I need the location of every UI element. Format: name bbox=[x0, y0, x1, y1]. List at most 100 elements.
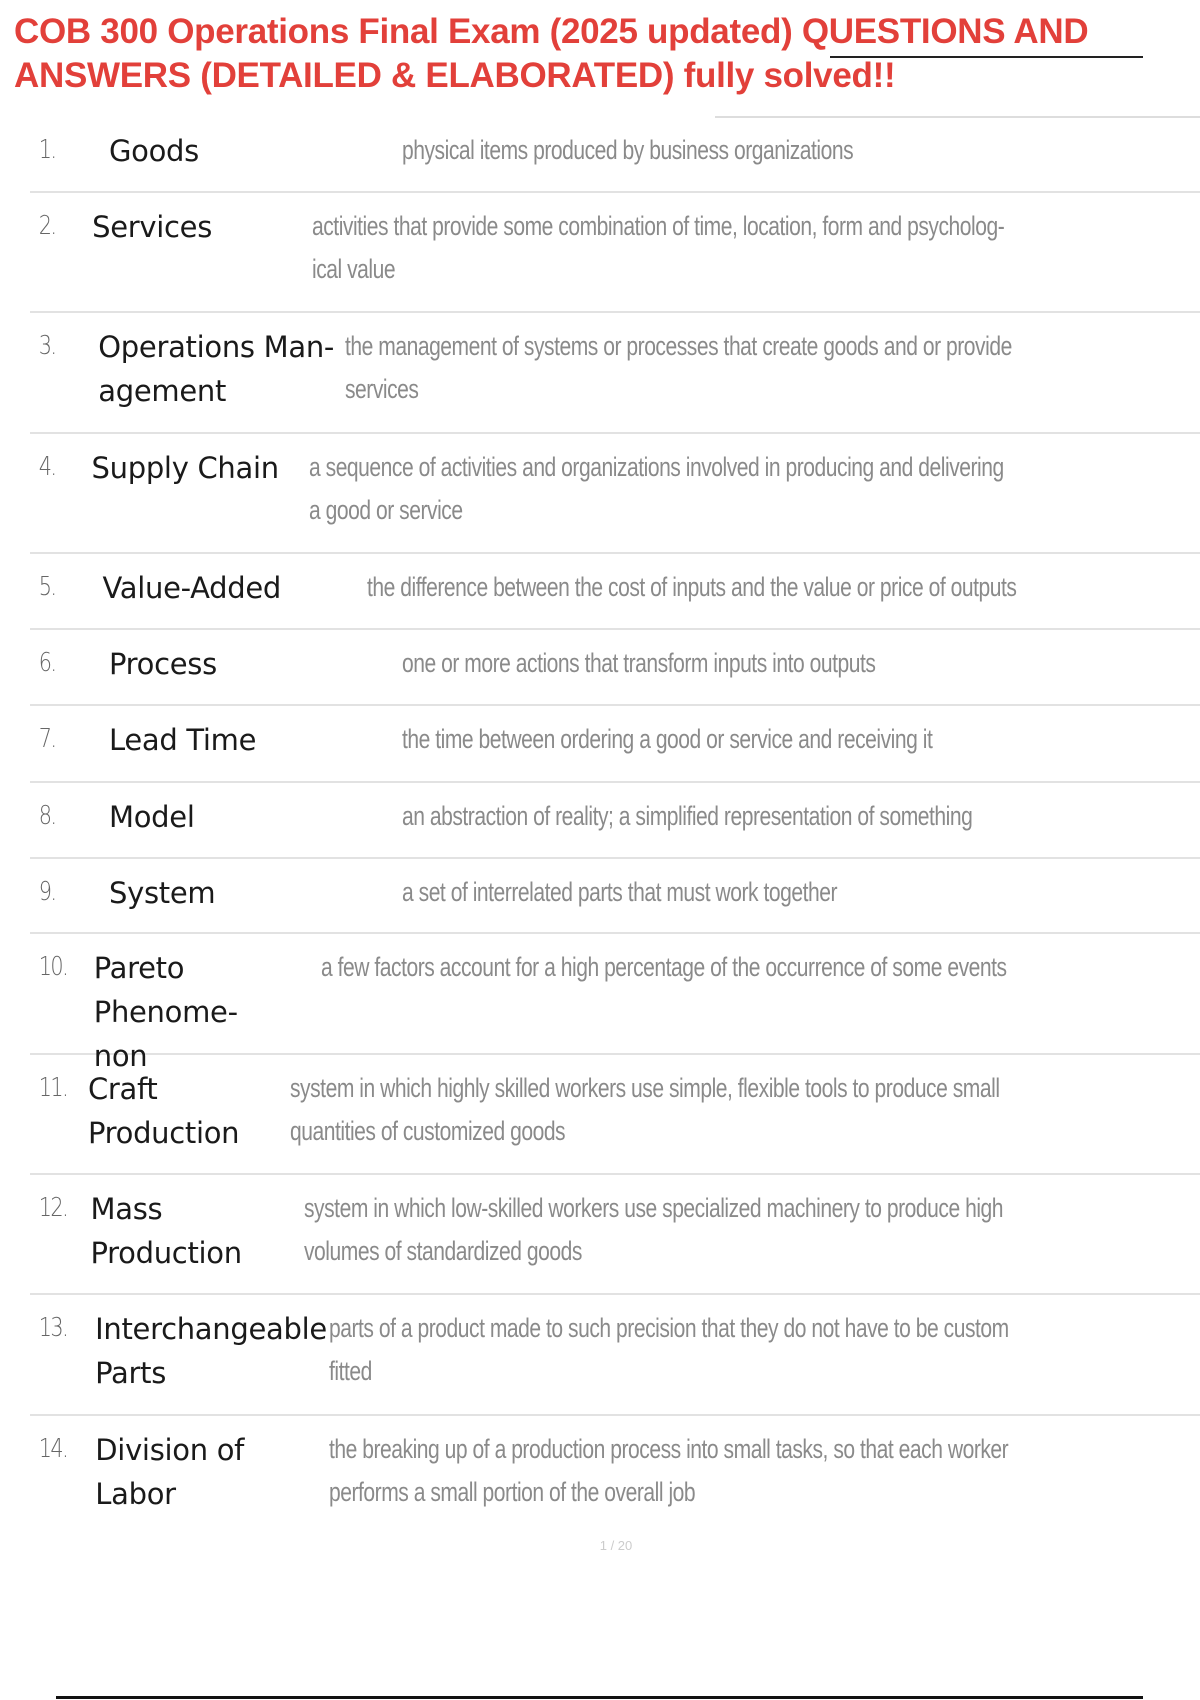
definition-line: a sequence of activities and organizatio… bbox=[309, 452, 1005, 482]
glossary-row: 3. Operations Man-agement the management o… bbox=[30, 313, 1200, 434]
term: Goods bbox=[109, 129, 402, 191]
glossary-row: 6. Process one or more actions that transf… bbox=[30, 630, 1200, 706]
term: Interchangeable Parts bbox=[95, 1307, 328, 1414]
term: Model bbox=[109, 795, 402, 857]
glossary-row: 10. Pareto Phenome-non a few factors accou… bbox=[30, 934, 1200, 1073]
term: Division of Labor bbox=[95, 1428, 329, 1536]
definition-line: the breaking up of a production process … bbox=[329, 1434, 1009, 1464]
term-line: Process bbox=[109, 647, 217, 681]
item-number: 12. bbox=[38, 1193, 69, 1223]
term-line: Value-Added bbox=[102, 571, 282, 605]
item-number: 4. bbox=[38, 452, 57, 482]
page-bottom-rule bbox=[56, 1696, 1143, 1699]
definition: system in which low-skilled workers use … bbox=[304, 1187, 1200, 1293]
term-line: Services bbox=[92, 210, 213, 244]
definition: parts of a product made to such precisio… bbox=[329, 1307, 1200, 1414]
term-line: Parts bbox=[95, 1356, 167, 1390]
glossary-row: 14. Division of Labor the breaking up of a… bbox=[30, 1416, 1200, 1536]
definition: the management of systems or processes t… bbox=[345, 325, 1200, 432]
item-number: 9. bbox=[38, 877, 57, 907]
definition: a few factors account for a high percent… bbox=[321, 946, 1200, 1053]
title-underline bbox=[830, 56, 1143, 58]
definition-line: activities that provide some combination… bbox=[312, 211, 1005, 241]
definition-line: system in which highly skilled workers u… bbox=[290, 1073, 1000, 1103]
term: Pareto Phenome-non bbox=[93, 946, 321, 1073]
term: Lead Time bbox=[109, 718, 402, 781]
glossary-row: 13. Interchangeable Parts parts of a produc… bbox=[30, 1295, 1200, 1416]
definition-line: fitted bbox=[328, 1356, 372, 1386]
definition: the difference between the cost of input… bbox=[367, 566, 1200, 628]
glossary-list: 1. Goods physical items produced by busine… bbox=[30, 117, 1200, 1536]
definition-line: an abstraction of reality; a simplified … bbox=[402, 801, 973, 831]
definition-line: a good or service bbox=[309, 495, 463, 525]
definition: the time between ordering a good or serv… bbox=[402, 718, 1200, 781]
definition-line: volumes of standardized goods bbox=[303, 1236, 582, 1266]
term: Craft Production bbox=[88, 1067, 290, 1173]
glossary-row: 9. System a set of interrelated parts that… bbox=[30, 859, 1200, 934]
definition: a set of interrelated parts that must wo… bbox=[402, 871, 1200, 932]
glossary-row: 4. Supply Chain a sequence of activities a… bbox=[30, 434, 1200, 554]
term: Mass Production bbox=[91, 1187, 304, 1293]
definition-line: performs a small portion of the overall … bbox=[329, 1477, 696, 1507]
glossary-row: 7. Lead Time the time between ordering a g… bbox=[30, 706, 1200, 783]
definition: the breaking up of a production process … bbox=[329, 1428, 1200, 1536]
item-number: 14. bbox=[38, 1434, 69, 1464]
term: Supply Chain bbox=[92, 446, 310, 552]
term-line: Mass Production bbox=[90, 1192, 243, 1270]
definition: system in which highly skilled workers u… bbox=[290, 1067, 1200, 1173]
definition-line: ical value bbox=[312, 254, 396, 284]
glossary-row: 1. Goods physical items produced by busine… bbox=[30, 117, 1200, 193]
item-number: 2. bbox=[38, 211, 57, 241]
item-number: 5. bbox=[38, 572, 57, 602]
definition: a sequence of activities and organizatio… bbox=[309, 446, 1200, 552]
term-line: Model bbox=[109, 800, 195, 834]
term: Services bbox=[92, 205, 312, 311]
glossary-row: 8. Model an abstraction of reality; a simp… bbox=[30, 783, 1200, 859]
definition-line: parts of a product made to such precisio… bbox=[328, 1313, 1009, 1343]
divider bbox=[715, 116, 1200, 118]
term-line: Lead Time bbox=[109, 723, 257, 757]
term-line: Supply Chain bbox=[91, 451, 280, 485]
item-number: 13. bbox=[38, 1313, 69, 1343]
item-number: 6. bbox=[38, 648, 57, 678]
definition: activities that provide some combination… bbox=[312, 205, 1200, 311]
definition-line: quantities of customized goods bbox=[290, 1116, 566, 1146]
definition-line: services bbox=[345, 374, 419, 404]
term-line: Pareto Phenome- bbox=[93, 951, 238, 1029]
definition-line: system in which low-skilled workers use … bbox=[303, 1193, 1004, 1223]
term: Operations Man-agement bbox=[98, 325, 345, 432]
item-number: 10. bbox=[38, 952, 69, 982]
item-number: 7. bbox=[38, 724, 57, 754]
definition-line: a set of interrelated parts that must wo… bbox=[402, 877, 838, 907]
term-line: Operations Man- bbox=[98, 330, 335, 364]
glossary-row: 2. Services activities that provide some c… bbox=[30, 193, 1200, 313]
definition-line: physical items produced by business orga… bbox=[402, 135, 854, 165]
term-line: System bbox=[109, 876, 216, 910]
page-number: 1 / 20 bbox=[599, 1538, 633, 1553]
definition: physical items produced by business orga… bbox=[402, 129, 1200, 191]
item-number: 1. bbox=[38, 135, 57, 165]
term-line: Craft Production bbox=[87, 1072, 240, 1150]
definition: an abstraction of reality; a simplified … bbox=[402, 795, 1200, 857]
item-number: 8. bbox=[38, 801, 57, 831]
definition-line: one or more actions that transform input… bbox=[402, 648, 876, 678]
glossary-row: 12. Mass Production system in which low-sk… bbox=[30, 1175, 1200, 1295]
term-line: Division of Labor bbox=[95, 1433, 245, 1511]
glossary-row: 11. Craft Production system in which highl… bbox=[30, 1055, 1200, 1175]
definition: one or more actions that transform input… bbox=[402, 642, 1200, 704]
term-line: Goods bbox=[109, 134, 199, 168]
definition-line: the difference between the cost of input… bbox=[367, 572, 1017, 602]
document-title: COB 300 Operations Final Exam (2025 upda… bbox=[14, 12, 1089, 95]
definition-line: the management of systems or processes t… bbox=[345, 331, 1012, 361]
term: Process bbox=[109, 642, 402, 704]
item-number: 3. bbox=[38, 331, 57, 361]
item-number: 11. bbox=[38, 1073, 69, 1103]
term-line: non bbox=[93, 1039, 148, 1073]
term-line: Interchangeable bbox=[95, 1312, 327, 1346]
term: Value-Added bbox=[102, 566, 367, 628]
term-line: agement bbox=[98, 374, 227, 408]
definition-line: the time between ordering a good or serv… bbox=[402, 724, 933, 754]
term: System bbox=[109, 871, 402, 932]
definition-line: a few factors account for a high percent… bbox=[321, 952, 1007, 982]
glossary-row: 5. Value-Added the difference between the … bbox=[30, 554, 1200, 630]
